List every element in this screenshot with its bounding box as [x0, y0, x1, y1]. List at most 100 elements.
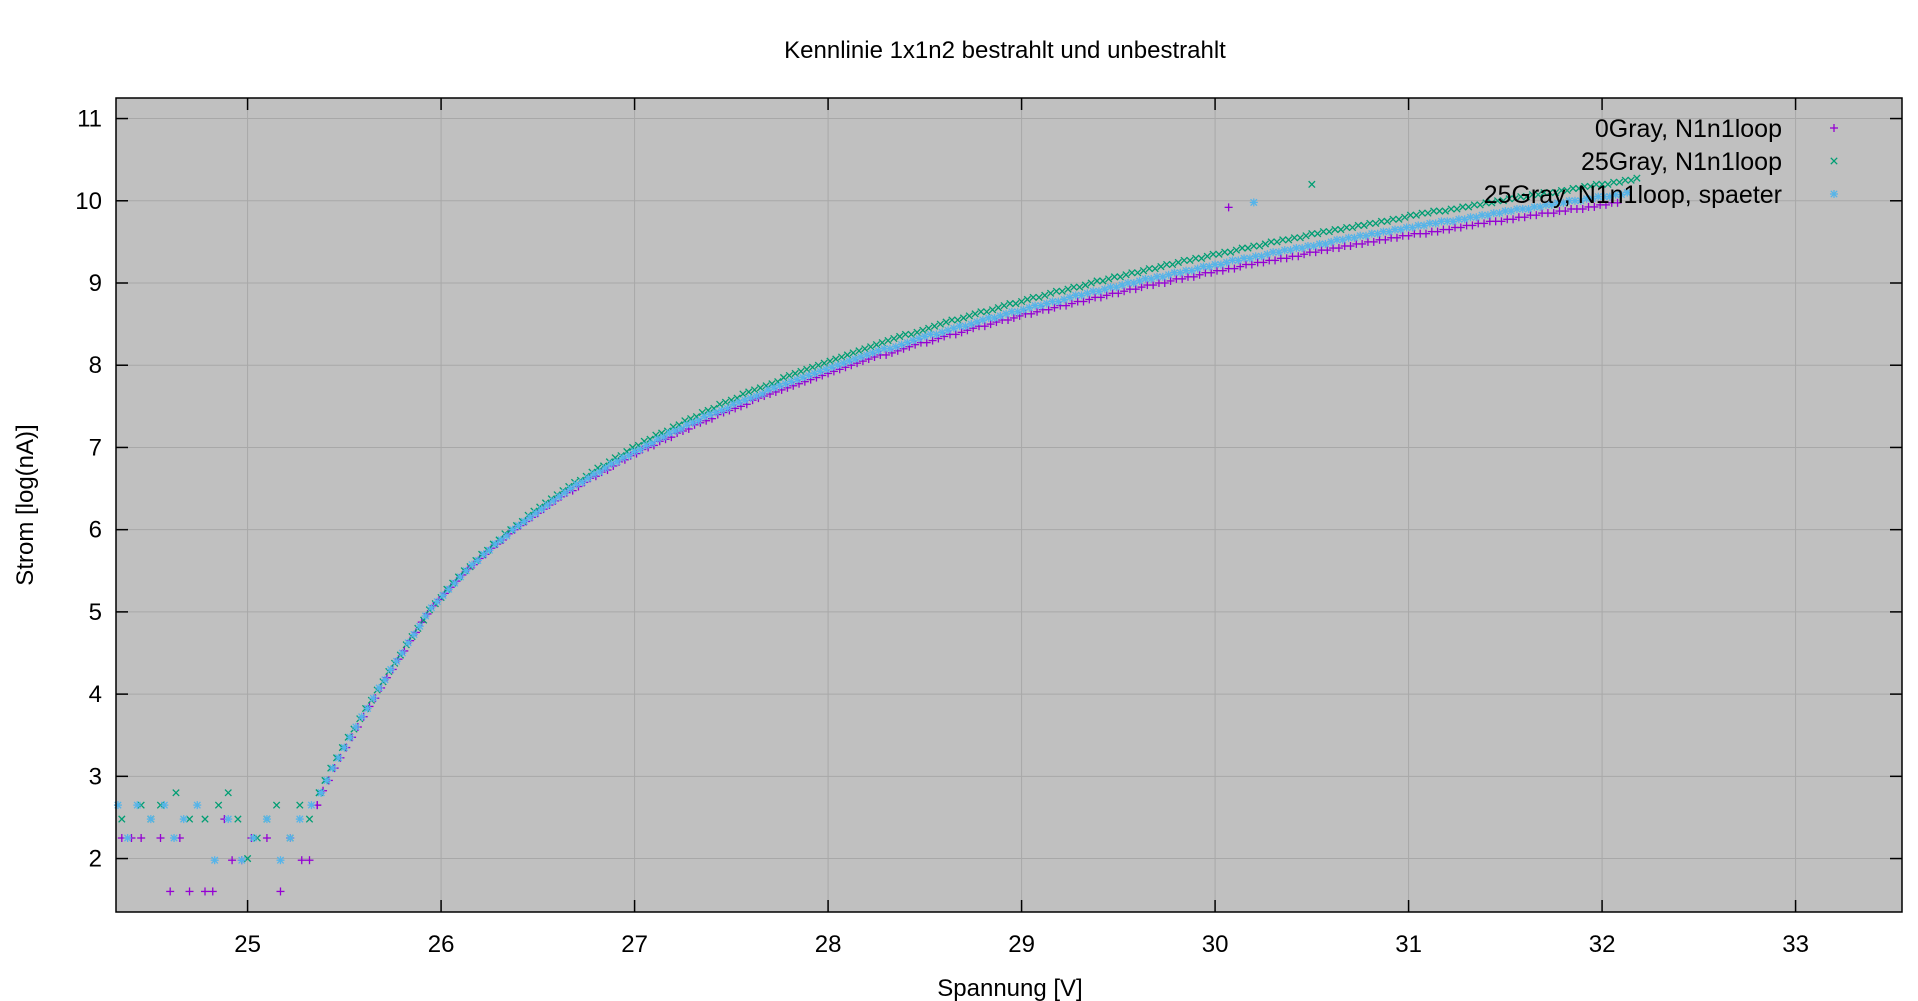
data-point [1081, 281, 1090, 289]
data-point [1222, 258, 1231, 267]
data-point [885, 344, 894, 353]
data-point [1520, 213, 1529, 222]
data-point [1623, 188, 1632, 197]
data-point [1480, 219, 1489, 228]
data-point [874, 346, 883, 355]
data-point [555, 492, 564, 501]
data-point [1575, 184, 1583, 193]
data-point [1075, 283, 1084, 291]
outlier-point [1308, 180, 1316, 188]
data-point [1221, 248, 1229, 256]
data-point [1085, 295, 1094, 304]
data-point [1244, 244, 1252, 252]
data-point [1139, 267, 1148, 275]
data-point [750, 386, 759, 394]
data-point [1323, 246, 1332, 255]
x-tick-label: 33 [1782, 931, 1809, 958]
data-point [1321, 239, 1330, 248]
data-point [1522, 193, 1531, 201]
data-point [485, 546, 494, 555]
data-point [607, 459, 616, 468]
data-point [468, 560, 477, 569]
data-point [797, 367, 805, 376]
data-point [1238, 244, 1246, 252]
data-point [1392, 233, 1401, 242]
data-point [328, 764, 337, 773]
data-point [334, 753, 343, 762]
data-point [688, 418, 697, 427]
data-point [1482, 199, 1490, 207]
data-point [1189, 272, 1198, 281]
data-point [1170, 268, 1179, 277]
data-point [1216, 260, 1225, 269]
data-point [983, 308, 991, 316]
data-point [1100, 285, 1109, 294]
data-point [671, 427, 680, 435]
data-point [735, 398, 744, 407]
data-point [1424, 209, 1432, 217]
x-tick-labels: 25 26 27 28 29 30 31 32 33 [234, 931, 1809, 958]
data-point [1070, 283, 1078, 291]
data-point [1116, 273, 1124, 281]
data-point [1534, 190, 1542, 199]
data-point [295, 815, 304, 824]
data-point [1261, 240, 1270, 248]
data-point [711, 408, 720, 417]
data-point [1230, 264, 1239, 273]
data-point [1050, 303, 1059, 312]
data-point [272, 801, 281, 809]
data-point [1079, 297, 1088, 306]
data-point [1401, 213, 1409, 221]
data-point [1017, 297, 1026, 306]
data-point [1180, 256, 1188, 265]
data-point [549, 496, 558, 505]
data-point [1067, 299, 1076, 308]
data-point [427, 603, 436, 612]
data-point [491, 540, 500, 549]
data-point [1129, 279, 1138, 287]
data-point [1337, 225, 1345, 234]
data-point [845, 357, 854, 366]
data-point [961, 322, 970, 331]
data-point [340, 743, 349, 752]
data-point [1004, 316, 1013, 324]
data-point [1197, 254, 1206, 262]
data-point [868, 348, 877, 357]
data-point [851, 355, 860, 364]
data-point [208, 887, 217, 896]
data-point [1134, 269, 1142, 277]
data-point [1209, 250, 1217, 258]
data-point [758, 390, 767, 398]
data-point [578, 478, 587, 487]
plot-area [116, 98, 1902, 912]
data-point [694, 416, 703, 425]
data-point [636, 445, 645, 454]
data-point [392, 657, 401, 666]
data-point [1300, 250, 1309, 259]
data-point [1605, 192, 1614, 201]
data-point [146, 815, 155, 824]
data-point [1048, 297, 1057, 306]
data-point [785, 371, 794, 380]
data-point [398, 649, 407, 657]
data-point [861, 345, 869, 353]
data-point [1373, 229, 1382, 238]
data-point [1389, 215, 1397, 223]
data-point [595, 468, 604, 477]
data-point [1627, 176, 1635, 184]
data-point [659, 433, 668, 442]
data-point [1369, 237, 1378, 246]
data-point [1420, 221, 1429, 230]
data-point [584, 474, 593, 483]
x-tick-label: 25 [234, 931, 261, 958]
data-point [1476, 201, 1484, 209]
data-point [717, 406, 726, 415]
data-point [1077, 291, 1086, 300]
data-point [1366, 219, 1374, 228]
data-point [1110, 273, 1119, 281]
data-point [439, 591, 448, 600]
data-point [1505, 195, 1513, 203]
data-point [1517, 193, 1525, 201]
data-point [380, 675, 389, 684]
data-point [1284, 236, 1293, 244]
